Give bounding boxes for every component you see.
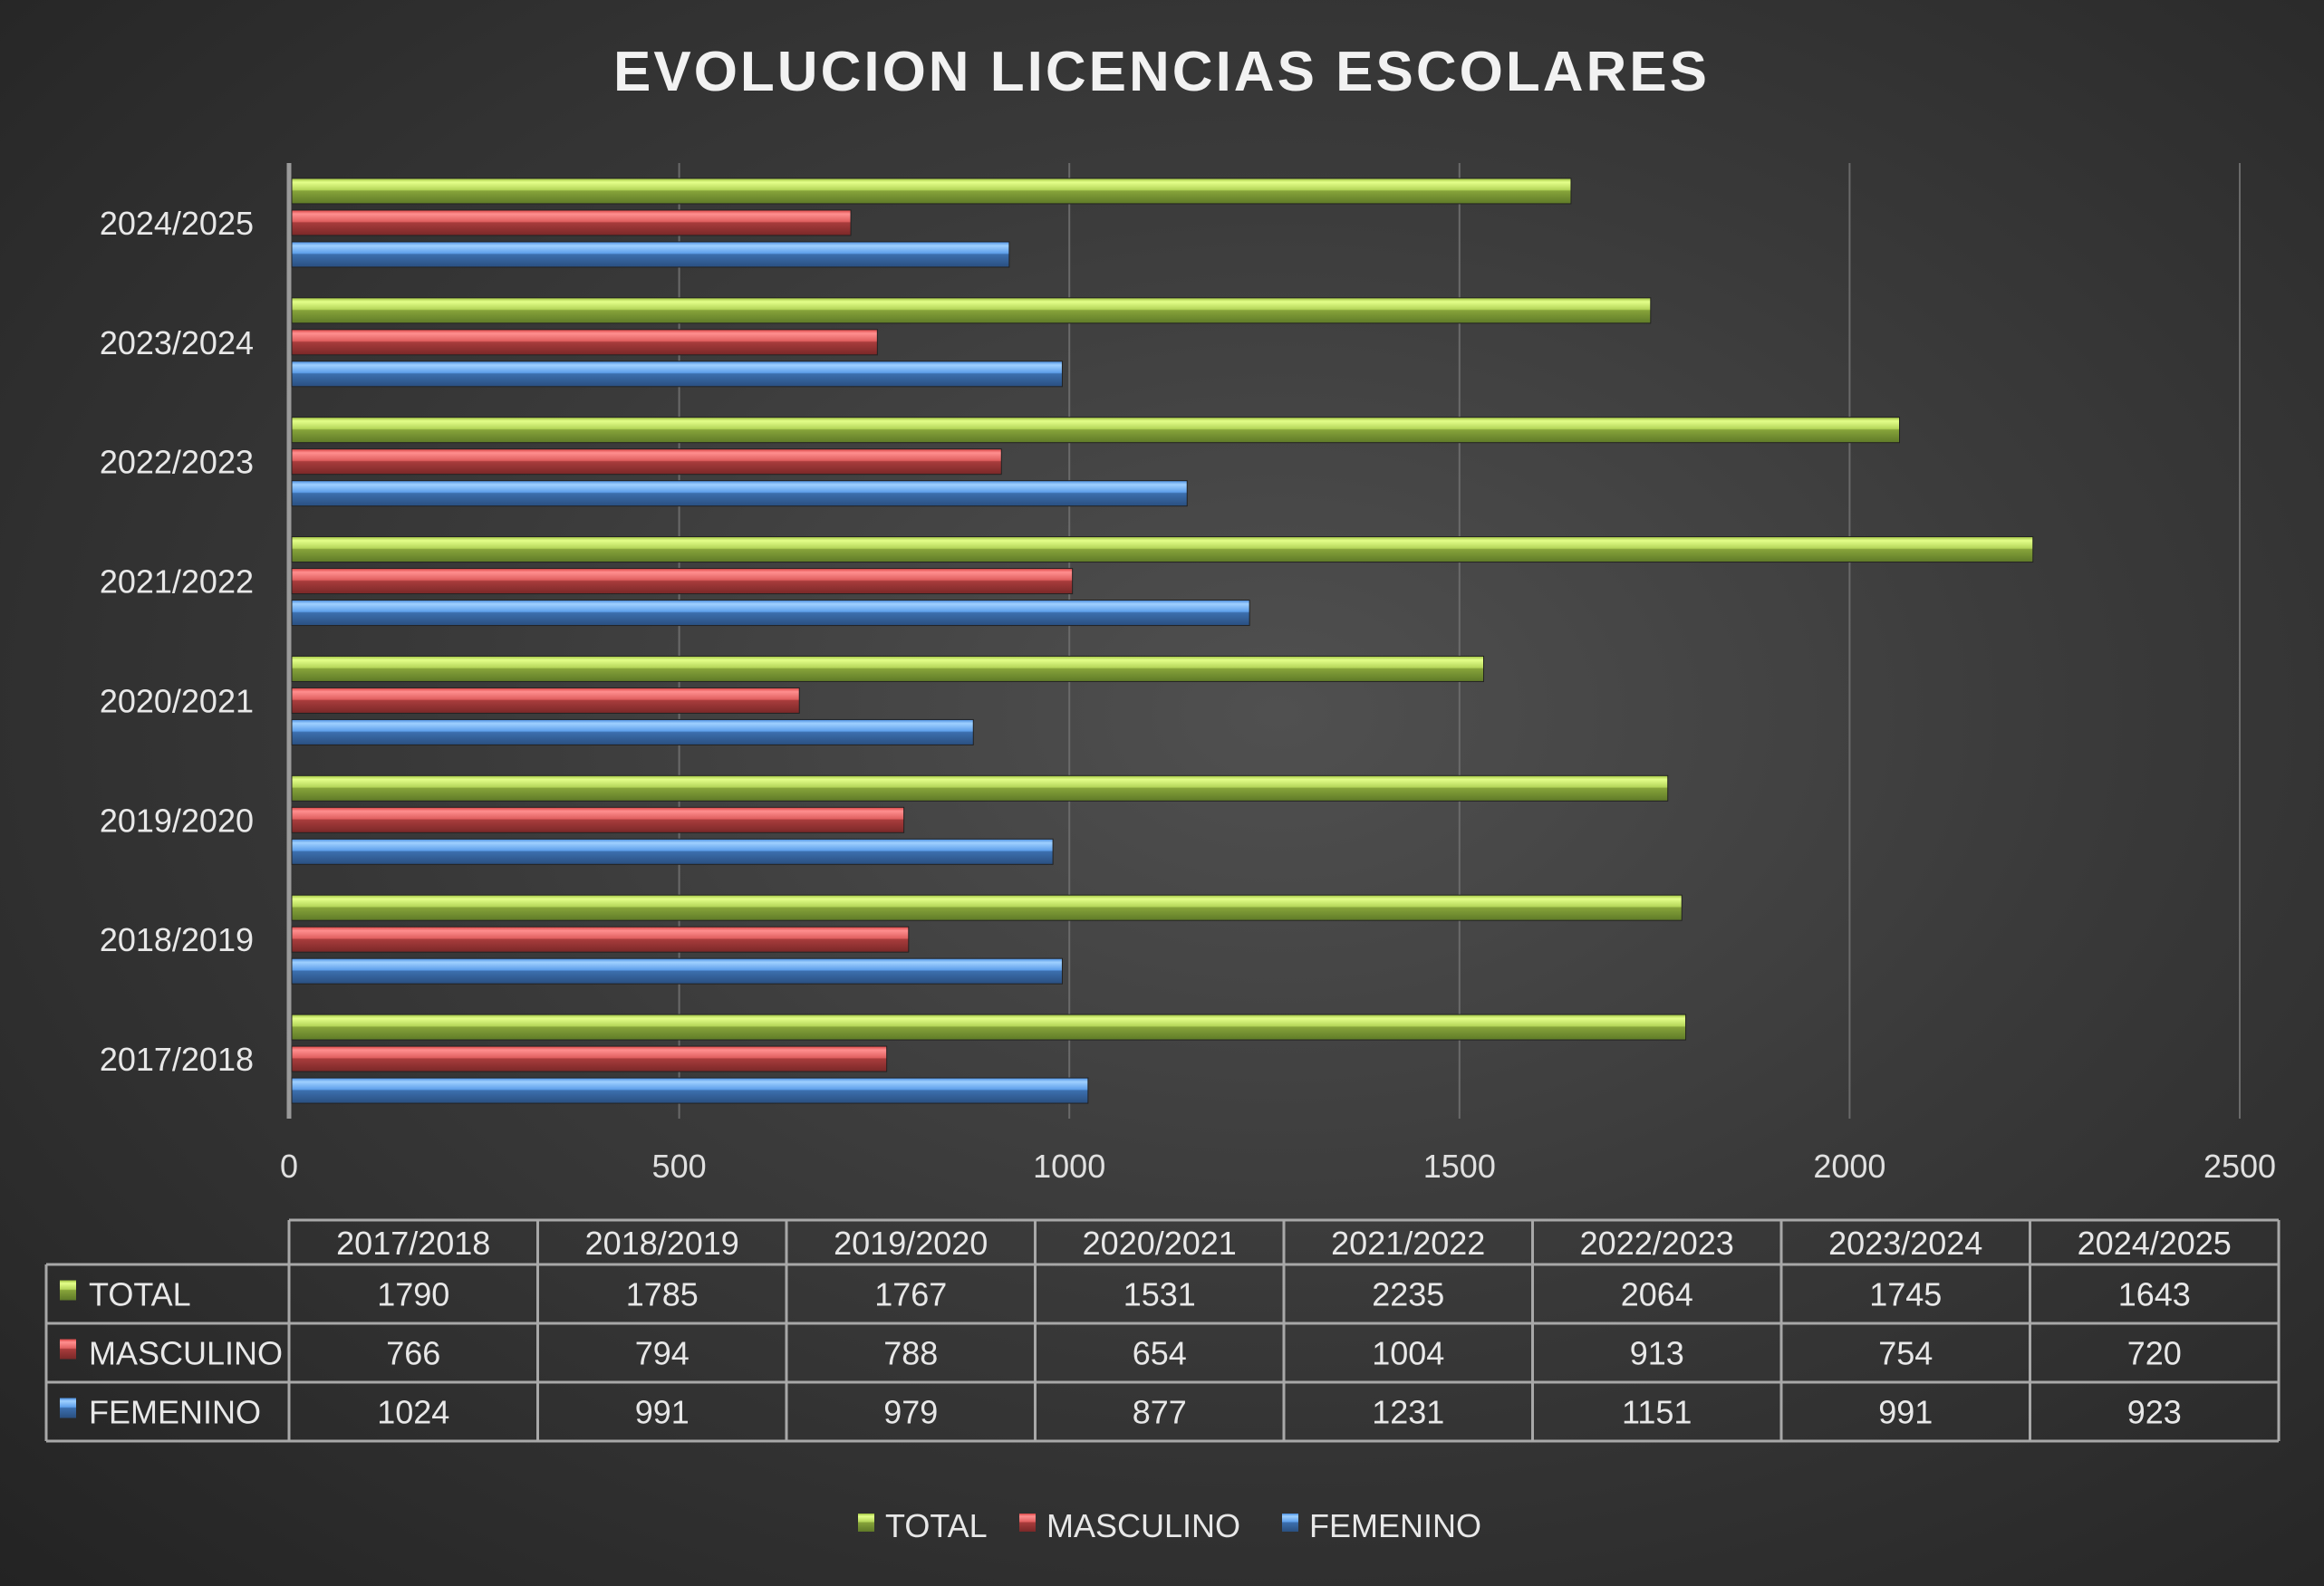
bar-masculino <box>291 1045 888 1072</box>
bar-total <box>291 1014 1687 1041</box>
legend-label: MASCULINO <box>1046 1507 1240 1544</box>
table-cell: 1531 <box>1123 1276 1196 1313</box>
x-tick-label: 1000 <box>1033 1148 1105 1185</box>
table-cell: 1231 <box>1372 1394 1444 1431</box>
legend-key-femenino-icon <box>60 1398 76 1418</box>
x-tick-label: 2500 <box>2203 1148 2276 1185</box>
table-cell: 1785 <box>626 1276 699 1313</box>
legend-key-masculino-icon <box>60 1339 76 1360</box>
bar-femenino <box>291 1077 1089 1104</box>
y-tick-label: 2021/2022 <box>100 563 254 601</box>
bar-masculino <box>291 329 878 356</box>
bar-masculino <box>291 687 800 714</box>
table-header: 2020/2021 <box>1083 1225 1237 1262</box>
table-header: 2021/2022 <box>1331 1225 1485 1262</box>
legend-total-icon <box>858 1514 874 1532</box>
bar-femenino <box>291 360 1063 388</box>
bar-total <box>291 655 1484 682</box>
table-cell: 979 <box>883 1394 938 1431</box>
table-row-label: TOTAL <box>89 1276 191 1313</box>
table-cell: 788 <box>883 1335 938 1372</box>
table-cell: 654 <box>1133 1335 1187 1372</box>
table-cell: 913 <box>1630 1335 1684 1372</box>
y-tick-label: 2018/2019 <box>100 921 254 958</box>
y-tick-label: 2022/2023 <box>100 444 254 481</box>
table-cell: 1643 <box>2118 1276 2191 1313</box>
bar-masculino <box>291 209 852 236</box>
table-header: 2023/2024 <box>1828 1225 1982 1262</box>
table-cell: 1790 <box>377 1276 449 1313</box>
legend-femenino-icon <box>1282 1514 1298 1532</box>
x-tick-label: 1500 <box>1423 1148 1496 1185</box>
bar-total <box>291 774 1669 802</box>
x-tick-label: 0 <box>280 1148 298 1185</box>
bar-femenino <box>291 241 1010 268</box>
legend-label: FEMENINO <box>1309 1507 1481 1544</box>
table-header: 2019/2020 <box>834 1225 988 1262</box>
bar-masculino <box>291 568 1074 595</box>
bar-femenino <box>291 718 974 745</box>
table-cell: 1151 <box>1622 1394 1692 1431</box>
y-tick-label: 2024/2025 <box>100 205 254 242</box>
bar-femenino <box>291 600 1250 627</box>
table-cell: 720 <box>2127 1335 2182 1372</box>
y-tick-label: 2020/2021 <box>100 682 254 719</box>
table-cell: 766 <box>386 1335 440 1372</box>
table-cell: 1745 <box>1869 1276 1942 1313</box>
bar-total <box>291 178 1572 205</box>
chart-title: EVOLUCION LICENCIAS ESCOLARES <box>613 41 1710 103</box>
table-cell: 1024 <box>377 1394 449 1431</box>
legend-label: TOTAL <box>885 1507 988 1544</box>
table-header: 2022/2023 <box>1580 1225 1734 1262</box>
table-cell: 1767 <box>874 1276 947 1313</box>
legend-key-total-icon <box>60 1280 76 1301</box>
bar-masculino <box>291 806 905 833</box>
table-cell: 2064 <box>1621 1276 1693 1313</box>
table-cell: 991 <box>1878 1394 1933 1431</box>
table-row-label: MASCULINO <box>89 1335 283 1372</box>
table-cell: 991 <box>635 1394 689 1431</box>
table-cell: 877 <box>1133 1394 1187 1431</box>
y-tick-label: 2017/2018 <box>100 1041 254 1078</box>
table-cell: 923 <box>2127 1394 2182 1431</box>
bar-femenino <box>291 957 1063 985</box>
x-tick-label: 500 <box>652 1148 707 1185</box>
table-header: 2018/2019 <box>585 1225 739 1262</box>
legend-masculino-icon <box>1019 1514 1036 1532</box>
table-cell: 794 <box>635 1335 689 1372</box>
table-header: 2017/2018 <box>336 1225 490 1262</box>
table-cell: 754 <box>1878 1335 1933 1372</box>
table-header: 2024/2025 <box>2078 1225 2232 1262</box>
y-tick-label: 2019/2020 <box>100 802 254 839</box>
bar-femenino <box>291 838 1054 865</box>
table-cell: 2235 <box>1372 1276 1444 1313</box>
bar-total <box>291 894 1683 921</box>
bar-masculino <box>291 926 910 953</box>
y-tick-label: 2023/2024 <box>100 324 254 361</box>
table-cell: 1004 <box>1372 1335 1444 1372</box>
bar-total <box>291 297 1652 324</box>
bar-total <box>291 417 1901 444</box>
bar-total <box>291 536 2034 563</box>
bar-femenino <box>291 480 1188 507</box>
bar-masculino <box>291 448 1002 476</box>
table-row-label: FEMENINO <box>89 1394 261 1431</box>
x-tick-label: 2000 <box>1813 1148 1885 1185</box>
